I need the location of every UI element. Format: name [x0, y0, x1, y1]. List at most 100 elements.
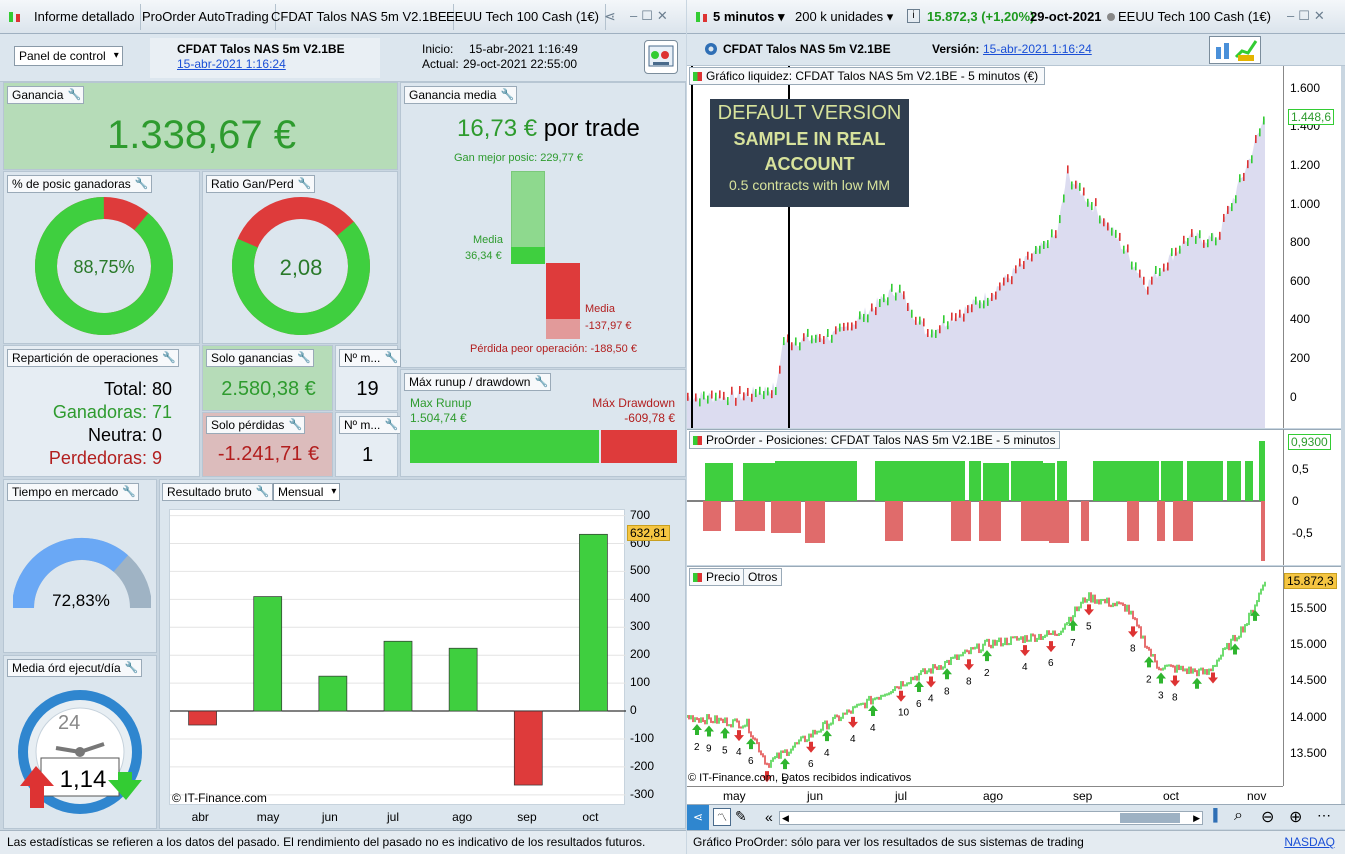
wrench-icon[interactable]: 🔧 — [534, 376, 549, 388]
short-position — [1261, 501, 1265, 561]
equity-candle — [1247, 160, 1249, 169]
buy-arrow — [942, 668, 952, 680]
equity-candle — [963, 313, 965, 322]
wrench-icon[interactable]: 🔧 — [384, 419, 399, 431]
y-tick: -200 — [630, 758, 655, 773]
report-icon[interactable] — [644, 40, 678, 74]
panel-select[interactable]: Panel de control — [14, 46, 123, 66]
time-in-market-value: 72,83% — [52, 591, 110, 610]
sell-arrow — [896, 690, 906, 702]
scrollbar-track[interactable]: ◀ ▶ — [779, 811, 1203, 825]
wrench-icon[interactable]: 🔧 — [255, 486, 270, 498]
wrench-icon[interactable]: 🔧 — [124, 662, 139, 674]
window-controls[interactable]: –☐✕ — [630, 8, 672, 23]
ratio-donut — [232, 197, 370, 335]
equity-candle — [707, 395, 709, 404]
wrench-icon[interactable]: 🔧 — [67, 89, 82, 101]
wrench-icon[interactable]: 🔧 — [297, 178, 312, 190]
tab-instrument[interactable]: EEUU Tech 100 Cash (1€) — [440, 4, 606, 30]
wrench-icon[interactable]: 🔧 — [134, 178, 149, 190]
trade-count-label: 4 — [928, 694, 934, 705]
left-toolbar: Informe detallado ProOrder AutoTrading C… — [0, 0, 686, 34]
equity-candle — [803, 333, 805, 342]
system-date-link[interactable]: 15-abr-2021 1:16:24 — [177, 57, 286, 71]
time-tick: may — [723, 789, 746, 803]
more-options-icon[interactable]: ⋯ — [1317, 807, 1331, 823]
equity-y-axis: 1.600 1.400 1.200 1.000 800 600 400 200 0 1.448,6 — [1283, 66, 1341, 428]
wrench-icon[interactable]: 🔧 — [288, 419, 303, 431]
buy-arrow — [746, 738, 756, 750]
zoom-in-icon[interactable]: ⊕ — [1289, 809, 1303, 826]
sell-arrow — [762, 771, 772, 783]
x-tick: may — [256, 810, 280, 824]
draw-tool-icon[interactable]: ✎ — [735, 808, 747, 824]
y-tick: 14.000 — [1290, 709, 1327, 724]
wrench-icon[interactable]: 🔧 — [162, 352, 176, 364]
version-link[interactable]: 15-abr-2021 1:16:24 — [983, 42, 1092, 56]
equity-candle — [1035, 245, 1037, 254]
units-select[interactable]: 200 k unidades ▾ — [795, 9, 894, 24]
scroll-end-icon[interactable]: ▐ — [1209, 808, 1218, 822]
equity-candle — [1251, 155, 1253, 164]
wrench-icon[interactable]: 🔧 — [122, 486, 137, 498]
tab-system[interactable]: CFDAT Talos NAS 5m V2.1BE — [265, 4, 454, 30]
nasdaq-link[interactable]: NASDAQ — [1284, 835, 1335, 849]
profit-panel: Ganancia 🔧 1.338,67 € — [3, 82, 398, 170]
equity-candle — [1111, 227, 1113, 236]
instrument-name: EEUU Tech 100 Cash (1€) — [1118, 9, 1271, 24]
ratio-value: 2,08 — [279, 255, 323, 280]
share-icon[interactable]: ⋖ — [687, 805, 709, 830]
losing-ops: Perdedoras: 9 — [48, 448, 162, 468]
tab-price[interactable]: Precio — [689, 568, 746, 586]
scroll-left-icon[interactable]: « — [765, 809, 773, 825]
scroll-right-arrow-icon[interactable]: ▶ — [1193, 813, 1200, 823]
best-position: Gan mejor posic: 229,77 € — [454, 152, 584, 164]
wrench-icon[interactable]: 🔧 — [500, 89, 515, 101]
info-icon[interactable]: i — [907, 9, 920, 23]
start-date: 15-abr-2021 1:16:49 — [469, 42, 578, 56]
equity-candle — [1147, 286, 1149, 295]
wrench-icon[interactable]: 🔧 — [297, 352, 311, 364]
x-tick: ago — [452, 810, 473, 824]
equity-area — [687, 118, 1265, 428]
window-controls[interactable]: –☐✕ — [1287, 8, 1329, 23]
short-position — [1127, 501, 1139, 541]
zoom-out-icon[interactable]: ⊖ — [1261, 809, 1275, 826]
equity-candle — [1003, 277, 1005, 286]
short-position — [1081, 501, 1089, 541]
equity-candle — [991, 292, 993, 301]
bar-may — [253, 596, 283, 712]
equity-candle — [1051, 229, 1053, 238]
long-position — [1245, 461, 1253, 501]
share-icon[interactable]: ⋖ — [604, 8, 616, 24]
zoom-fit-icon[interactable]: ⌕ — [1234, 807, 1243, 824]
equity-candle — [1167, 262, 1169, 271]
chart-report-icon[interactable] — [1209, 36, 1261, 64]
equity-candle — [1063, 194, 1065, 203]
tab-proorder[interactable]: ProOrder AutoTrading — [136, 4, 276, 30]
y-tick: 15.000 — [1290, 637, 1327, 652]
short-position — [951, 501, 971, 541]
chart-type-icon[interactable]: 〽 — [713, 808, 731, 826]
scrollbar-thumb[interactable] — [1120, 813, 1180, 823]
gear-icon[interactable] — [703, 41, 719, 57]
count-value-1: 19 — [356, 378, 379, 400]
tab-others[interactable]: Otros — [743, 568, 783, 586]
equity-candle — [919, 316, 921, 325]
avg-profit-line: 16,73 € por trade — [457, 115, 640, 142]
equity-candle — [767, 387, 769, 396]
last-position-label: 0,9300 — [1288, 434, 1331, 450]
avg-loss-label: Media — [585, 303, 615, 315]
equity-candle — [1187, 237, 1189, 246]
equity-candle — [711, 390, 713, 399]
equity-candle — [1011, 276, 1013, 285]
equity-candle — [979, 300, 981, 309]
period-select[interactable]: Mensual — [273, 483, 341, 501]
y-tick: 400 — [630, 591, 651, 606]
scroll-left-arrow-icon[interactable]: ◀ — [782, 813, 789, 823]
tab-detailed-report[interactable]: Informe detallado — [28, 4, 142, 30]
equity-candle — [1179, 245, 1181, 254]
worst-bar — [546, 319, 580, 339]
timeframe-select[interactable]: 5 minutos ▾ — [713, 9, 785, 24]
wrench-icon[interactable]: 🔧 — [384, 352, 399, 364]
